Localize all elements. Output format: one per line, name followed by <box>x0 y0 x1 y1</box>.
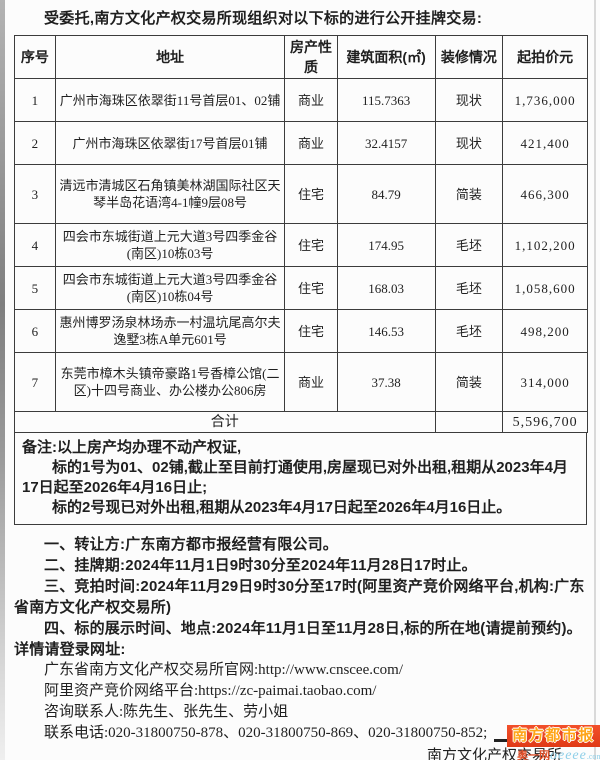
scan-edge-left <box>0 0 5 760</box>
cell-type: 商业 <box>284 352 338 412</box>
site-tld: .com <box>586 752 600 760</box>
cell-seq: 2 <box>14 121 56 165</box>
cell-area: 168.03 <box>336 266 436 310</box>
scan-edge-right <box>594 0 596 760</box>
newspaper-logo: 南方都市报 <box>507 725 600 747</box>
cell-decoration: 现状 <box>434 121 504 165</box>
note-line-2: 标的1号为01、02铺,截止至目前打通使用,房屋现已对外出租,租期从2023年4… <box>22 459 568 496</box>
cell-address: 四会市东城街道上元大道3号四季金谷(南区)10栋04号 <box>54 266 286 310</box>
table-row: 6 惠州博罗汤泉林场赤一村温坑尾高尔夫逸墅3栋A单元601号 住宅 146.53… <box>14 309 588 353</box>
table-row: 5 四会市东城街道上元大道3号四季金谷(南区)10栋04号 住宅 168.03 … <box>14 266 588 310</box>
table-row: 2 广州市海珠区依翠街17号首层01铺 商业 32.4157 现状 421,40… <box>14 121 588 165</box>
cell-price: 1,736,000 <box>502 78 588 122</box>
total-empty-cell <box>434 411 504 433</box>
cell-area: 174.95 <box>336 223 436 267</box>
table-row: 7 东莞市樟木头镇帝豪路1号香樟公馆(二区)十四号商业、办公楼办公806房 商业… <box>14 352 588 412</box>
col-type: 房产性质 <box>284 35 338 79</box>
detail-item-1: 一、转让方:广东南方都市报经营有限公司。 <box>44 536 338 553</box>
cell-decoration: 毛坯 <box>434 266 504 310</box>
cell-area: 37.38 <box>336 352 436 412</box>
col-address: 地址 <box>54 35 286 79</box>
cell-type: 住宅 <box>284 223 338 267</box>
cell-price: 1,102,200 <box>502 223 588 267</box>
cell-address: 清远市清城区石角镇美林湖国际社区天琴半岛花语湾4-1幢9层08号 <box>54 164 286 224</box>
oeeee-site-text: 奥一网oeeee.com <box>517 746 600 760</box>
note-line-1: 备注:以上房产均办理不动产权证, <box>22 439 242 456</box>
cell-decoration: 毛坯 <box>434 223 504 267</box>
cell-price: 466,300 <box>502 164 588 224</box>
cell-area: 32.4157 <box>336 121 436 165</box>
header-row: 序号 地址 房产性质 建筑面积(㎡) 装修情况 起拍价元 <box>14 35 588 79</box>
cell-address: 惠州博罗汤泉林场赤一村温坑尾高尔夫逸墅3栋A单元601号 <box>54 309 286 353</box>
website-intro: 详情请登录网址: <box>14 641 126 658</box>
table-row: 3 清远市清城区石角镇美林湖国际社区天琴半岛花语湾4-1幢9层08号 住宅 84… <box>14 164 588 224</box>
listing-table: 序号 地址 房产性质 建筑面积(㎡) 装修情况 起拍价元 1 广州市海珠区依翠街… <box>14 35 588 433</box>
cell-type: 商业 <box>284 78 338 122</box>
cell-seq: 1 <box>14 78 56 122</box>
signature-block: 南方文化产权交易所 二〇二四年 <box>0 746 600 760</box>
col-decoration: 装修情况 <box>434 35 504 79</box>
cell-seq: 3 <box>14 164 56 224</box>
table-row: 4 四会市东城街道上元大道3号四季金谷(南区)10栋03号 住宅 174.95 … <box>14 223 588 267</box>
cell-price: 1,058,600 <box>502 266 588 310</box>
covered-text-dash <box>494 739 508 742</box>
contacts-line: 咨询联系人:陈先生、张先生、劳小姐 <box>44 704 289 720</box>
cell-address: 广州市海珠区依翠街11号首层01、02铺 <box>54 78 286 122</box>
cell-price: 498,200 <box>502 309 588 353</box>
cell-seq: 6 <box>14 309 56 353</box>
cell-area: 115.7363 <box>336 78 436 122</box>
cell-seq: 5 <box>14 266 56 310</box>
signature-org: 南方文化产权交易所 <box>426 748 562 760</box>
cell-address: 四会市东城街道上元大道3号四季金谷(南区)10栋03号 <box>54 223 286 267</box>
cell-type: 住宅 <box>284 309 338 353</box>
cell-address: 东莞市樟木头镇帝豪路1号香樟公馆(二区)十四号商业、办公楼办公806房 <box>54 352 286 412</box>
cell-type: 住宅 <box>284 164 338 224</box>
cell-type: 商业 <box>284 121 338 165</box>
total-price: 5,596,700 <box>502 411 588 433</box>
notes-box: 备注:以上房产均办理不动产权证, 标的1号为01、02铺,截止至目前打通使用,房… <box>14 433 587 525</box>
detail-item-4: 四、标的展示时间、地点:2024年11月1日至11月28日,标的所在地(请提前预… <box>44 620 582 637</box>
details-section: 一、转让方:广东南方都市报经营有限公司。 二、挂牌期:2024年11月1日9时3… <box>14 534 590 744</box>
col-seq: 序号 <box>14 35 56 79</box>
cell-decoration: 简装 <box>434 352 504 412</box>
site-name-en: oeeee <box>550 748 587 760</box>
cell-decoration: 现状 <box>434 78 504 122</box>
cell-seq: 4 <box>14 223 56 267</box>
detail-item-2: 二、挂牌期:2024年11月1日9时30分至2024年11月28日17时止。 <box>44 557 477 574</box>
website-1: 广东省南方文化产权交易所官网:http://www.cnscee.com/ <box>44 662 403 678</box>
cell-area: 84.79 <box>336 164 436 224</box>
total-label: 合计 <box>14 411 436 433</box>
site-name-cn: 奥一网 <box>517 750 550 760</box>
cell-area: 146.53 <box>336 309 436 353</box>
intro-text: 受委托,南方文化产权交易所现组织对以下标的进行公开挂牌交易: <box>44 10 483 27</box>
cell-address: 广州市海珠区依翠街17号首层01铺 <box>54 121 286 165</box>
total-row: 合计 5,596,700 <box>14 411 588 433</box>
website-2: 阿里资产竞价网络平台:https://zc-paimai.taobao.com/ <box>44 683 377 699</box>
cell-seq: 7 <box>14 352 56 412</box>
col-price: 起拍价元 <box>502 35 588 79</box>
col-area: 建筑面积(㎡) <box>336 35 436 79</box>
cell-decoration: 简装 <box>434 164 504 224</box>
cell-type: 住宅 <box>284 266 338 310</box>
cell-decoration: 毛坯 <box>434 309 504 353</box>
note-line-3: 标的2号现已对外出租,租期从2023年4月17日起至2026年4月16日止。 <box>52 499 512 516</box>
newspaper-logo-text: 南方都市报 <box>512 727 595 744</box>
phones-line: 联系电话:020-31800750-878、020-31800750-869、0… <box>44 725 488 741</box>
cell-price: 314,000 <box>502 352 588 412</box>
table-row: 1 广州市海珠区依翠街11号首层01、02铺 商业 115.7363 现状 1,… <box>14 78 588 122</box>
cell-price: 421,400 <box>502 121 588 165</box>
detail-item-3: 三、竞拍时间:2024年11月29日9时30分至17时(阿里资产竞价网络平台,机… <box>14 578 585 616</box>
